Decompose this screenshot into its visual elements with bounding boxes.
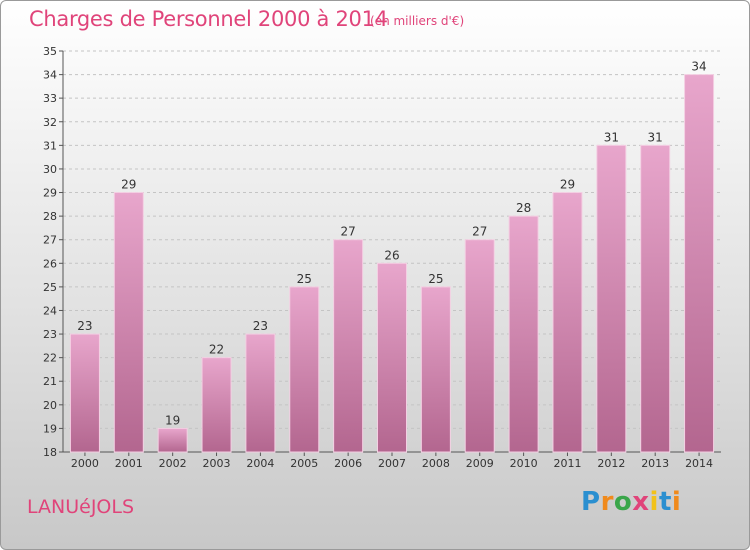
bar xyxy=(508,215,539,453)
data-label: 19 xyxy=(165,413,180,427)
y-tick-label: 34 xyxy=(43,69,57,82)
x-tick-label: 2011 xyxy=(553,457,581,470)
bar xyxy=(333,239,364,453)
data-label: 31 xyxy=(648,130,663,144)
town-name: LANUéJOLS xyxy=(27,496,135,518)
bar xyxy=(113,192,144,453)
chart-subtitle: (en milliers d'€) xyxy=(370,14,465,28)
bar xyxy=(464,239,495,453)
data-label: 25 xyxy=(428,272,443,286)
logo-letter: i xyxy=(671,487,682,517)
x-tick-label: 2003 xyxy=(203,457,231,470)
data-label: 26 xyxy=(384,248,399,262)
bar xyxy=(684,74,715,453)
bar xyxy=(377,262,407,453)
logo-letter: x xyxy=(632,487,650,517)
x-tick-label: 2010 xyxy=(510,457,538,470)
bar xyxy=(201,357,232,453)
axes: 18 19 20 21 22 23 24 25 26 27 28 29 30 31 32 33 34 35 2000… xyxy=(43,45,721,470)
bar xyxy=(289,286,320,453)
x-tick-label: 2006 xyxy=(334,457,362,470)
data-label: 22 xyxy=(209,343,224,357)
y-tick-label: 19 xyxy=(43,422,57,435)
bar xyxy=(245,333,276,453)
logo-letter: t xyxy=(658,487,672,517)
data-label: 23 xyxy=(253,319,268,333)
data-label: 31 xyxy=(604,130,619,144)
x-tick-label: 2014 xyxy=(685,457,713,470)
y-tick-label: 28 xyxy=(43,210,57,223)
bar xyxy=(420,286,451,453)
y-tick-label: 20 xyxy=(43,399,57,412)
y-tick-label: 23 xyxy=(43,328,57,341)
data-labels: 23 29 19 22 23 25 27 26 25 27 28 29 31 31 34 xyxy=(77,60,706,428)
data-label: 27 xyxy=(340,225,355,239)
data-label: 25 xyxy=(297,272,312,286)
data-label: 29 xyxy=(560,178,575,192)
bar xyxy=(69,333,100,453)
data-label: 34 xyxy=(691,60,706,74)
proxiti-logo[interactable]: Proxiti xyxy=(581,487,681,517)
x-tick-label: 2012 xyxy=(597,457,625,470)
y-tick-label: 25 xyxy=(43,281,57,294)
data-label: 28 xyxy=(516,201,531,215)
bar xyxy=(640,144,671,453)
x-tick-label: 2009 xyxy=(466,457,494,470)
y-tick-label: 21 xyxy=(43,375,57,388)
logo-letter: o xyxy=(613,487,633,517)
x-tick-label: 2007 xyxy=(378,457,406,470)
logo-letter: r xyxy=(600,487,614,517)
y-tick-label: 31 xyxy=(43,139,57,152)
bar xyxy=(157,427,188,453)
data-label: 27 xyxy=(472,225,487,239)
bar xyxy=(596,144,627,453)
x-tick-label: 2013 xyxy=(641,457,669,470)
y-tick-label: 35 xyxy=(43,45,57,58)
x-tick-label: 2005 xyxy=(290,457,318,470)
x-tick-label: 2000 xyxy=(71,457,99,470)
data-label: 23 xyxy=(77,319,92,333)
y-tick-label: 26 xyxy=(43,257,57,270)
y-tick-label: 30 xyxy=(43,163,57,176)
data-label: 29 xyxy=(121,178,136,192)
y-tick-label: 33 xyxy=(43,92,57,105)
y-tick-label: 32 xyxy=(43,116,57,129)
bar xyxy=(552,192,583,453)
y-tick-label: 18 xyxy=(43,446,57,459)
y-tick-label: 27 xyxy=(43,234,57,247)
x-tick-label: 2001 xyxy=(115,457,143,470)
y-tick-label: 24 xyxy=(43,304,57,317)
logo-letter: i xyxy=(649,487,659,517)
x-tick-label: 2002 xyxy=(159,457,187,470)
x-tick-label: 2004 xyxy=(246,457,274,470)
bars xyxy=(69,74,715,453)
logo-letter: P xyxy=(581,487,601,517)
x-tick-label: 2008 xyxy=(422,457,450,470)
y-tick-label: 29 xyxy=(43,187,57,200)
chart-title: Charges de Personnel 2000 à 2014 xyxy=(29,7,388,31)
y-tick-label: 22 xyxy=(43,352,57,365)
